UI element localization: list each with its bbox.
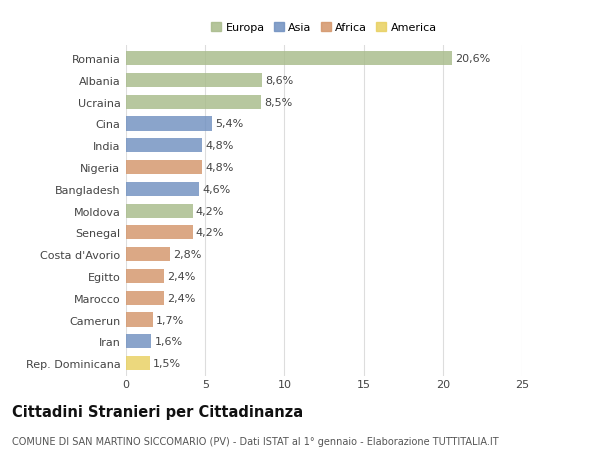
Bar xyxy=(126,161,202,175)
Bar xyxy=(126,247,170,262)
Text: 4,2%: 4,2% xyxy=(196,206,224,216)
Text: 4,8%: 4,8% xyxy=(205,162,233,173)
Text: 2,8%: 2,8% xyxy=(173,250,202,260)
Text: Cittadini Stranieri per Cittadinanza: Cittadini Stranieri per Cittadinanza xyxy=(12,404,303,419)
Bar xyxy=(126,95,260,110)
Bar xyxy=(126,182,199,196)
Text: 5,4%: 5,4% xyxy=(215,119,243,129)
Text: 8,6%: 8,6% xyxy=(265,76,293,86)
Text: 8,5%: 8,5% xyxy=(264,97,292,107)
Bar xyxy=(126,204,193,218)
Bar xyxy=(126,335,151,349)
Text: 4,8%: 4,8% xyxy=(205,141,233,151)
Text: 20,6%: 20,6% xyxy=(455,54,491,64)
Bar xyxy=(126,139,202,153)
Bar xyxy=(126,269,164,283)
Bar xyxy=(126,226,193,240)
Bar xyxy=(126,52,452,66)
Text: 2,4%: 2,4% xyxy=(167,271,196,281)
Text: 2,4%: 2,4% xyxy=(167,293,196,303)
Bar xyxy=(126,313,153,327)
Text: 4,6%: 4,6% xyxy=(202,185,230,195)
Text: 1,6%: 1,6% xyxy=(155,336,182,347)
Text: 4,2%: 4,2% xyxy=(196,228,224,238)
Bar xyxy=(126,117,212,131)
Bar xyxy=(126,356,150,370)
Bar xyxy=(126,291,164,305)
Legend: Europa, Asia, Africa, America: Europa, Asia, Africa, America xyxy=(207,18,441,38)
Text: 1,5%: 1,5% xyxy=(153,358,181,368)
Bar xyxy=(126,73,262,88)
Text: 1,7%: 1,7% xyxy=(156,315,184,325)
Text: COMUNE DI SAN MARTINO SICCOMARIO (PV) - Dati ISTAT al 1° gennaio - Elaborazione : COMUNE DI SAN MARTINO SICCOMARIO (PV) - … xyxy=(12,436,499,446)
